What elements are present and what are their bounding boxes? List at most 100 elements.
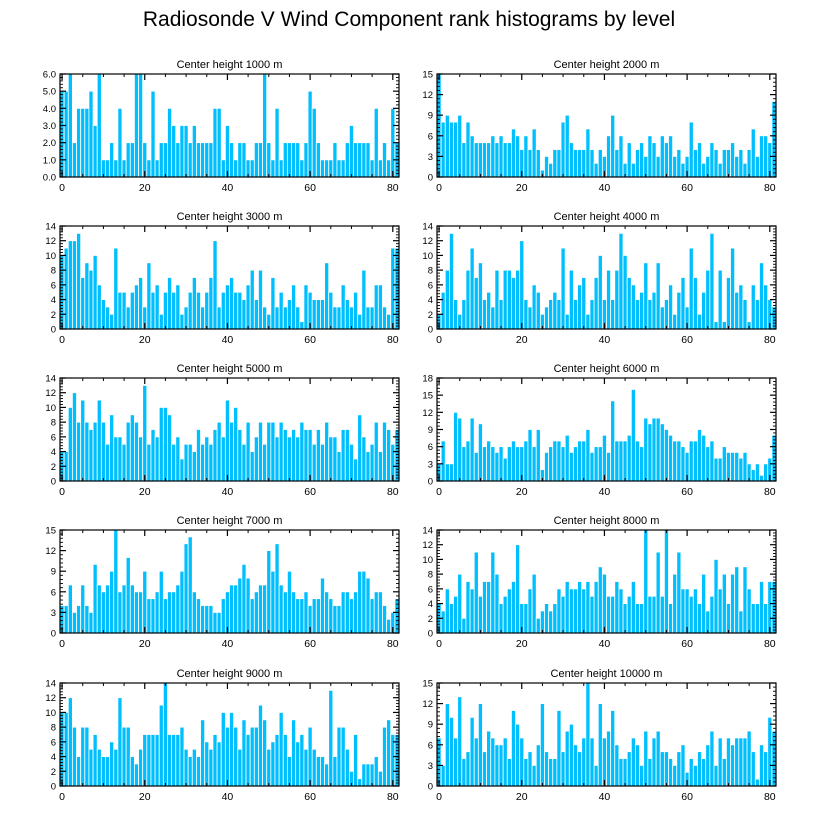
histogram-bar: [365, 577, 371, 634]
histogram-bar: [295, 741, 301, 787]
histogram-bar: [220, 436, 226, 482]
histogram-bar: [659, 751, 665, 787]
histogram-bar: [568, 142, 574, 178]
histogram-bar: [282, 429, 288, 482]
histogram-bar: [531, 446, 537, 482]
histogram-bar: [179, 458, 185, 482]
y-tick-label: 0: [51, 629, 56, 640]
panel-title: Center height 8000 m: [554, 515, 660, 527]
histogram-bar: [361, 269, 367, 330]
x-tick-label: 40: [599, 791, 611, 803]
histogram-bar: [357, 414, 363, 482]
histogram-bar: [237, 291, 243, 330]
histogram-bar: [668, 284, 674, 330]
histogram-bar: [672, 765, 678, 787]
histogram-bar: [224, 591, 230, 634]
histogram-bar: [589, 451, 595, 482]
histogram-bar: [299, 321, 305, 330]
histogram-bar: [676, 751, 682, 787]
y-tick-label: 14: [45, 374, 56, 385]
histogram-bar: [88, 429, 94, 482]
chart-panel-9: Center height 9000 m 0 20 40 60 80 0 2 4 6 8 10 12 14: [45, 668, 400, 803]
histogram-bar: [245, 577, 251, 634]
histogram-bar: [713, 765, 719, 787]
x-tick-label: 0: [59, 334, 65, 346]
y-tick-label: 4.0: [43, 104, 56, 115]
histogram-bar: [539, 610, 545, 634]
histogram-bar: [742, 451, 748, 482]
histogram-bar: [274, 107, 280, 178]
histogram-bar: [440, 121, 446, 178]
histogram-bar: [655, 551, 661, 634]
histogram-bar: [705, 446, 711, 482]
histogram-bar: [63, 712, 69, 787]
histogram-bar: [573, 299, 578, 330]
histogram-bar: [659, 423, 665, 482]
histogram-bar: [282, 306, 288, 330]
histogram-bar: [511, 128, 516, 178]
histogram-bar: [332, 306, 338, 330]
histogram-bar: [324, 421, 330, 482]
histogram-bar: [742, 566, 748, 634]
histogram-bar: [465, 121, 471, 178]
histogram-bar: [515, 269, 521, 330]
histogram-bar: [237, 142, 243, 178]
histogram-bar: [361, 142, 367, 178]
histogram-bar: [449, 232, 454, 330]
histogram-bar: [117, 591, 123, 634]
histogram-bar: [253, 436, 259, 482]
histogram-bar: [738, 737, 744, 787]
histogram-bar: [523, 299, 529, 330]
y-tick-label: 3: [428, 152, 433, 163]
histogram-bar: [469, 588, 475, 634]
histogram-bar: [72, 240, 77, 330]
histogram-bar: [498, 299, 504, 330]
histogram-bar: [515, 544, 521, 634]
histogram-bar: [461, 299, 467, 330]
histogram-bar: [179, 570, 185, 634]
histogram-bar: [527, 588, 533, 634]
histogram-bar: [390, 247, 396, 330]
histogram-bar: [564, 434, 570, 482]
histogram-bar: [146, 598, 152, 634]
histogram-bar: [635, 149, 640, 178]
histogram-bar: [59, 255, 65, 330]
histogram-bar: [96, 284, 102, 330]
plot-frame: [59, 377, 400, 482]
y-tick-label: 9: [428, 425, 433, 436]
histogram-bar: [229, 142, 235, 178]
histogram-bar: [162, 291, 168, 330]
histogram-bar: [336, 605, 342, 634]
histogram-bar: [315, 429, 321, 482]
histogram-bar: [183, 125, 189, 178]
histogram-bar: [457, 417, 463, 482]
histogram-bar: [663, 429, 669, 482]
histogram-bar: [59, 90, 65, 178]
histogram-bar: [494, 269, 500, 330]
histogram-bar: [353, 591, 359, 634]
panel-title: Center height 2000 m: [554, 59, 660, 71]
x-tick-label: 40: [599, 334, 611, 346]
histogram-bar: [626, 277, 632, 330]
histogram-bar: [262, 73, 268, 178]
histogram-bar: [274, 734, 280, 787]
histogram-bar: [253, 299, 259, 330]
y-tick-label: 14: [422, 526, 433, 537]
histogram-bar: [357, 570, 363, 634]
histogram-bar: [643, 262, 649, 330]
histogram-bar: [705, 744, 711, 787]
histogram-bar: [113, 247, 119, 330]
histogram-bar: [643, 155, 649, 178]
histogram-bar: [721, 149, 727, 178]
histogram-bar: [606, 269, 612, 330]
histogram-bar: [117, 291, 123, 330]
histogram-bar: [109, 570, 115, 634]
histogram-bar: [622, 603, 628, 634]
histogram-bar: [544, 306, 550, 330]
histogram-bar: [676, 149, 682, 178]
histogram-bar: [134, 73, 139, 178]
histogram-bar: [266, 748, 272, 787]
histogram-bar: [639, 142, 645, 178]
histogram-bar: [105, 756, 111, 787]
histogram-bar: [585, 682, 591, 787]
